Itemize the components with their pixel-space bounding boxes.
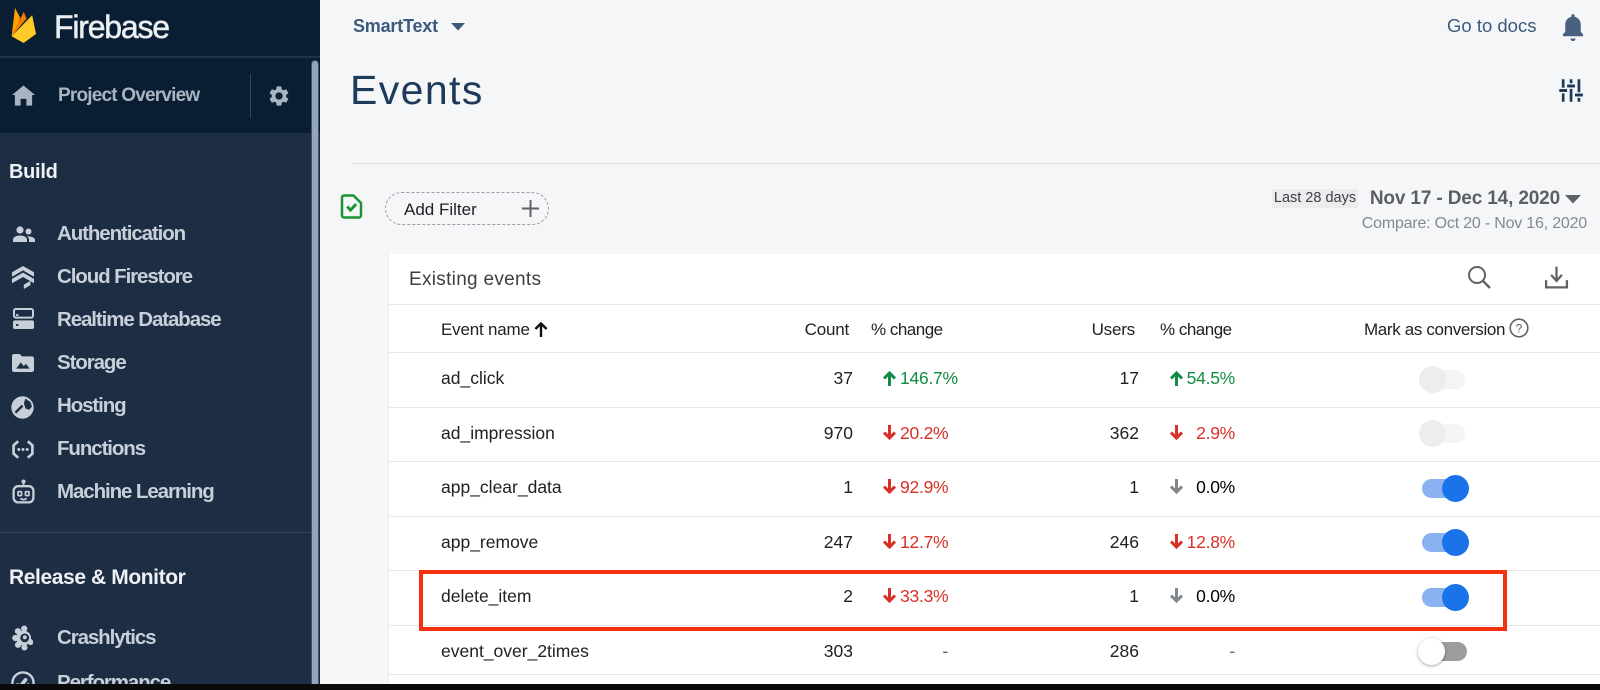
svg-text:?: ? bbox=[1516, 321, 1523, 335]
